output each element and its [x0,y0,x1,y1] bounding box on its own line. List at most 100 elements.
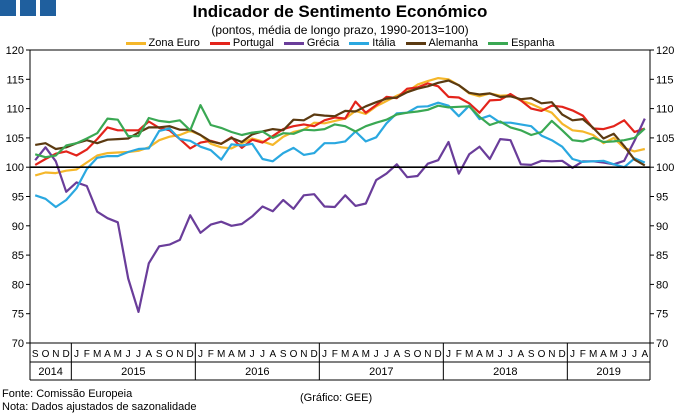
y-tick-label-right: 75 [656,309,668,321]
legend-label: Itália [372,37,396,49]
legend-item-espanha: Espanha [488,37,555,49]
y-tick-label-left: 80 [12,279,24,291]
legend-item-alemanha: Alemanha [405,37,479,49]
x-month-label: D [435,349,442,360]
year-label: 2019 [596,366,620,378]
x-month-label: M [238,349,246,360]
legend-label: Alemanha [428,37,479,49]
series-line-grecia [34,118,646,313]
x-month-label: J [198,349,203,360]
x-month-label: O [414,349,422,360]
x-month-label: O [42,349,50,360]
x-month-label: O [538,349,546,360]
x-month-label: N [300,349,307,360]
x-month-label: M [114,349,122,360]
y-tick-label-right: 115 [656,74,674,86]
x-month-label: S [32,349,39,360]
x-month-label: J [126,349,131,360]
series-line-alemanha [35,79,646,167]
y-tick-label-left: 110 [6,104,24,116]
x-month-label: O [166,349,174,360]
x-month-label: N [176,349,183,360]
legend-swatch [209,41,230,45]
source-note: Fonte: Comissão Europeia [2,388,133,400]
y-tick-label-right: 100 [656,162,674,174]
x-month-label: A [517,349,524,360]
logo-square-3 [40,0,56,16]
legend-label: Zona Euro [148,37,200,49]
x-month-label: J [260,349,265,360]
y-tick-label-right: 80 [656,279,668,291]
y-tick-label-right: 90 [656,221,668,233]
y-tick-label-right: 70 [656,338,668,350]
x-month-label: M [486,349,494,360]
x-month-label: A [600,349,607,360]
x-month-label: J [374,349,379,360]
x-month-label: M [93,349,101,360]
x-month-label: J [622,349,627,360]
x-month-label: D [63,349,70,360]
legend-item-zona-euro: Zona Euro [125,37,200,49]
x-month-label: F [84,349,90,360]
x-month-label: N [424,349,431,360]
x-month-label: A [145,349,152,360]
x-month-label: N [548,349,555,360]
x-month-label: O [290,349,298,360]
x-month-label: J [570,349,575,360]
x-month-label: D [559,349,566,360]
series-line-portugal [34,82,646,166]
y-tick-label-right: 110 [656,104,674,116]
y-tick-label-left: 90 [12,221,24,233]
graph-credit: (Gráfico: GEE) [300,392,373,404]
x-month-label: A [352,349,359,360]
x-month-label: M [610,349,618,360]
x-month-label: D [311,349,318,360]
legend-swatch [349,41,370,45]
logo-square-2 [20,0,36,16]
x-month-label: S [404,349,411,360]
x-month-label: A [269,349,276,360]
x-month-label: N [52,349,59,360]
year-label: 2015 [121,366,145,378]
x-month-label: A [228,349,235,360]
y-tick-label-left: 85 [12,250,24,262]
x-month-label: D [187,349,194,360]
legend-item-italia: Itália [349,37,396,49]
x-month-label: F [208,349,214,360]
x-month-label: S [156,349,163,360]
legend-label: Espanha [511,37,555,49]
legend-swatch [283,41,304,45]
legend-swatch [405,41,426,45]
x-month-label: M [589,349,597,360]
y-tick-label-left: 95 [12,192,24,204]
x-month-label: J [136,349,141,360]
y-tick-label-left: 75 [12,309,24,321]
x-month-label: F [580,349,586,360]
legend-label: Portugal [232,37,274,49]
y-tick-label-left: 70 [12,338,24,350]
x-month-label: J [250,349,255,360]
x-month-label: S [280,349,287,360]
x-month-label: J [632,349,637,360]
x-month-label: J [384,349,389,360]
x-month-label: M [341,349,349,360]
y-tick-label-right: 95 [656,192,668,204]
legend-label: Grécia [306,37,340,49]
y-tick-label-left: 100 [6,162,24,174]
x-month-label: M [362,349,370,360]
logo-squares [0,0,56,16]
plot-frame [29,49,651,344]
y-tick-label-right: 105 [656,133,674,145]
x-month-label: M [465,349,473,360]
series-line-espanha [34,103,646,159]
legend-item-portugal: Portugal [209,37,274,49]
x-month-label: J [508,349,513,360]
x-month-label: J [74,349,79,360]
x-month-label: J [446,349,451,360]
x-month-label: A [104,349,111,360]
year-label: 2017 [369,366,393,378]
x-month-label: S [528,349,535,360]
chart-subtitle: (pontos, média de longo prazo, 1990-2013… [211,23,469,37]
legend-item-grecia: Grécia [283,37,340,49]
x-month-label: A [393,349,400,360]
